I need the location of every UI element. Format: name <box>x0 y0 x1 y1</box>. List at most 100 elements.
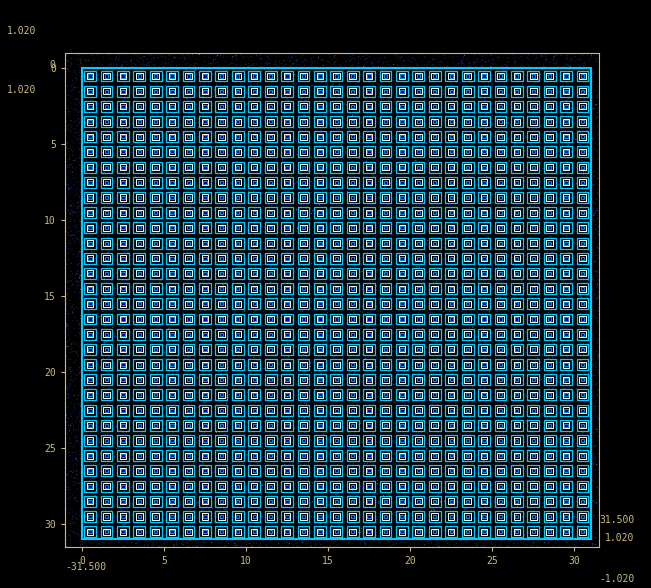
Point <box>469 528 479 537</box>
Point <box>387 233 397 243</box>
Point <box>265 310 275 319</box>
Point <box>396 477 406 487</box>
Point <box>322 177 333 186</box>
Point <box>305 340 315 349</box>
Point <box>454 384 465 393</box>
Point <box>440 475 450 485</box>
Point <box>97 328 107 338</box>
Point <box>445 75 456 84</box>
Point <box>193 122 204 132</box>
Point <box>273 539 283 548</box>
Point <box>72 529 82 538</box>
Point <box>178 533 188 542</box>
Point <box>121 276 132 285</box>
Point <box>372 309 383 318</box>
Point <box>79 202 89 211</box>
Point <box>142 201 152 210</box>
Point <box>450 398 460 407</box>
Point <box>538 389 548 398</box>
Point <box>270 155 280 165</box>
Point <box>156 155 166 164</box>
Point <box>90 80 101 89</box>
Point <box>503 506 514 516</box>
Point <box>566 527 577 536</box>
Point <box>318 436 328 446</box>
Point <box>478 72 489 81</box>
Point <box>178 329 189 339</box>
Bar <box>445 298 457 309</box>
Point <box>494 125 505 134</box>
Point <box>193 338 203 348</box>
Point <box>131 283 141 292</box>
Point <box>364 53 374 62</box>
Point <box>516 52 526 61</box>
Point <box>257 480 268 490</box>
Point <box>117 514 127 523</box>
Point <box>204 359 214 368</box>
Point <box>471 540 482 550</box>
Point <box>462 358 472 367</box>
Point <box>434 542 444 551</box>
Point <box>423 156 434 165</box>
Point <box>378 525 388 534</box>
Point <box>259 265 270 274</box>
Point <box>222 335 232 345</box>
Point <box>533 527 544 536</box>
Point <box>356 349 367 358</box>
Point <box>324 422 334 432</box>
Point <box>103 79 113 88</box>
Point <box>492 470 502 480</box>
Bar <box>253 485 256 487</box>
Point <box>443 244 453 253</box>
Point <box>385 154 396 163</box>
Point <box>446 241 456 250</box>
Point <box>163 508 173 517</box>
Point <box>201 81 211 90</box>
Point <box>534 512 545 521</box>
Point <box>88 161 98 170</box>
Point <box>165 527 176 537</box>
Point <box>312 222 323 232</box>
Bar <box>482 333 486 336</box>
Bar <box>382 210 389 216</box>
Bar <box>497 179 504 185</box>
Point <box>317 193 327 203</box>
Bar <box>433 226 436 229</box>
Point <box>584 452 594 461</box>
Bar <box>316 392 323 398</box>
Point <box>128 220 138 229</box>
Point <box>251 322 261 331</box>
Point <box>411 83 421 92</box>
Point <box>240 201 251 210</box>
Point <box>585 118 595 128</box>
Point <box>147 120 158 129</box>
Point <box>212 235 223 245</box>
Point <box>180 125 191 134</box>
Bar <box>367 196 371 199</box>
Point <box>434 463 444 472</box>
Point <box>90 456 101 466</box>
Point <box>443 448 454 457</box>
Point <box>497 281 508 290</box>
Point <box>290 476 301 486</box>
Point <box>110 483 120 492</box>
Bar <box>351 166 354 169</box>
Point <box>333 472 343 481</box>
Point <box>273 300 283 310</box>
Point <box>299 111 310 120</box>
Point <box>120 362 131 371</box>
Point <box>167 402 178 412</box>
Point <box>161 429 172 438</box>
Point <box>469 358 480 368</box>
Point <box>68 358 79 367</box>
Point <box>235 374 245 383</box>
Point <box>482 279 493 288</box>
Point <box>415 359 425 368</box>
Point <box>480 89 490 99</box>
Point <box>158 223 168 232</box>
Bar <box>445 375 457 385</box>
Point <box>570 328 581 337</box>
Point <box>150 86 161 95</box>
Point <box>158 456 168 465</box>
Point <box>177 51 187 60</box>
